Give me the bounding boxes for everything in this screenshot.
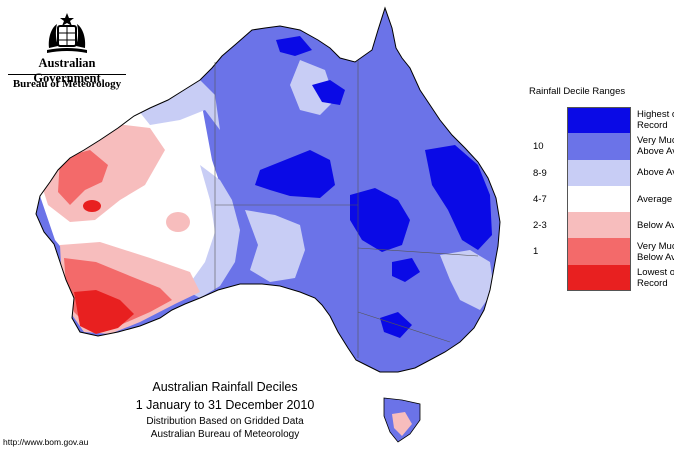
region-highest-queensland [425, 145, 492, 250]
region-lowest-west-patch [83, 200, 101, 212]
region-highest-south-east [380, 312, 412, 338]
region-highest-top-end [312, 80, 345, 105]
border-qld-nsw [357, 247, 479, 257]
legend-label: Average [637, 193, 673, 205]
legend-swatch [567, 159, 631, 186]
map-note: Distribution Based on Gridded Data [146, 416, 304, 427]
legend-swatch [567, 185, 631, 213]
tasmania-below-region [392, 412, 412, 436]
region-above-east-coast [440, 250, 494, 310]
bom-logo: Australian Government Bureau of Meteorol… [8, 6, 126, 91]
region-highest-arnhem [276, 36, 312, 56]
legend-label: Lowest on Record [637, 266, 674, 289]
legend-swatch [567, 264, 631, 292]
legend-title: Rainfall Decile Ranges [529, 86, 626, 97]
bureau-name: Bureau of Meteorology [12, 78, 122, 90]
map-title: Australian Rainfall Deciles [152, 380, 298, 394]
region-above-central [245, 210, 305, 282]
tasmania [383, 397, 421, 443]
legend-label: Very Much Above Average [637, 135, 674, 158]
region-highest-nsw [392, 258, 420, 282]
legend-swatch [567, 238, 631, 265]
region-highest-central-north [255, 150, 335, 198]
legend-range: 8-9 [533, 167, 547, 179]
legend-label: Above Average [637, 167, 674, 179]
legend-label: Below Average [637, 219, 674, 231]
region-above-north-west [130, 80, 220, 130]
coat-of-arms-icon [47, 13, 87, 53]
region-above-west-belt [185, 165, 240, 298]
legend-range: 4-7 [533, 193, 547, 205]
region-very-below-west [58, 150, 108, 205]
map-period: 1 January to 31 December 2010 [135, 398, 315, 412]
region-lowest-south-west [74, 290, 134, 334]
region-below-inland [166, 212, 190, 232]
legend-range: 2-3 [533, 220, 547, 232]
legend-range: 1 [533, 246, 539, 258]
region-highest-central-east [350, 188, 410, 252]
logo-divider [8, 74, 126, 75]
border-nsw-vic [357, 311, 451, 343]
legend-swatch [567, 107, 631, 134]
map-source: Australian Bureau of Meteorology [150, 429, 300, 440]
legend-swatch [567, 133, 631, 160]
legend-label: Highest on Record [637, 109, 674, 132]
legend-range: 10 [533, 141, 544, 153]
legend-label: Very Much Below Average [637, 240, 674, 263]
mainland-coastline [35, 6, 501, 373]
legend-swatch [567, 212, 631, 239]
bom-link[interactable]: http://www.bom.gov.au [3, 437, 89, 447]
state-borders [214, 60, 479, 358]
